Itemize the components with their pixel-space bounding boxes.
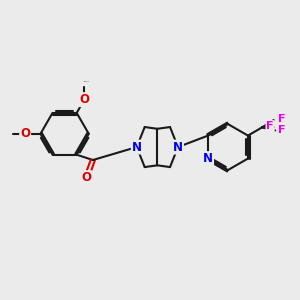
Text: N: N [173, 141, 183, 154]
Text: O: O [79, 93, 89, 106]
Text: O: O [81, 171, 92, 184]
Text: F: F [278, 125, 286, 135]
Text: N: N [203, 152, 213, 165]
Text: O: O [20, 127, 30, 140]
Text: F: F [266, 121, 274, 131]
Text: methoxy: methoxy [84, 81, 91, 82]
Text: N: N [132, 141, 142, 154]
Text: F: F [278, 114, 286, 124]
